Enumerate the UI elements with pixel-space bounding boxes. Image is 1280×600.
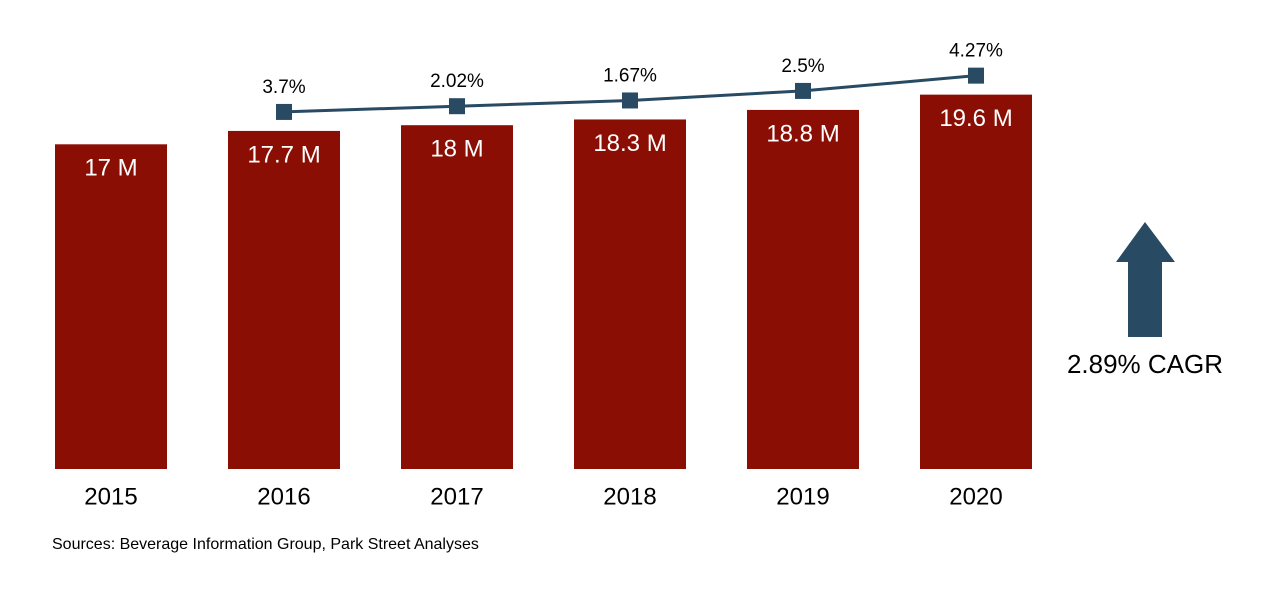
bar-value-label: 18.3 M	[593, 130, 666, 157]
x-tick-label: 2019	[776, 483, 829, 510]
x-tick-label: 2018	[603, 483, 656, 510]
bar-value-label: 19.6 M	[939, 105, 1012, 132]
growth-label: 4.27%	[949, 41, 1003, 62]
source-note: Sources: Beverage Information Group, Par…	[52, 536, 479, 553]
growth-label: 1.67%	[603, 65, 657, 86]
growth-marker	[449, 98, 465, 115]
growth-marker	[276, 103, 292, 120]
bar	[920, 94, 1032, 469]
bar	[228, 130, 340, 469]
bar	[401, 125, 513, 469]
growth-label: 3.7%	[262, 77, 305, 98]
bar	[747, 109, 859, 470]
bar-value-label: 18 M	[430, 136, 483, 163]
bar-value-label: 17 M	[84, 155, 137, 182]
bar-value-label: 17.7 M	[247, 141, 320, 168]
x-tick-label: 2015	[84, 483, 137, 510]
x-tick-label: 2017	[430, 483, 483, 510]
growth-marker	[622, 92, 638, 109]
growth-marker	[795, 82, 811, 99]
growth-label: 2.02%	[430, 71, 484, 92]
cagr-annotation: 2.89% CAGR	[1067, 349, 1223, 379]
cagr-arrow	[1116, 222, 1175, 337]
growth-label: 2.5%	[781, 56, 824, 77]
bar	[574, 119, 686, 469]
x-tick-label: 2016	[257, 483, 310, 510]
x-tick-label: 2020	[949, 483, 1002, 510]
growth-marker	[968, 67, 984, 84]
bar	[55, 144, 167, 470]
bar-value-label: 18.8 M	[766, 120, 839, 147]
